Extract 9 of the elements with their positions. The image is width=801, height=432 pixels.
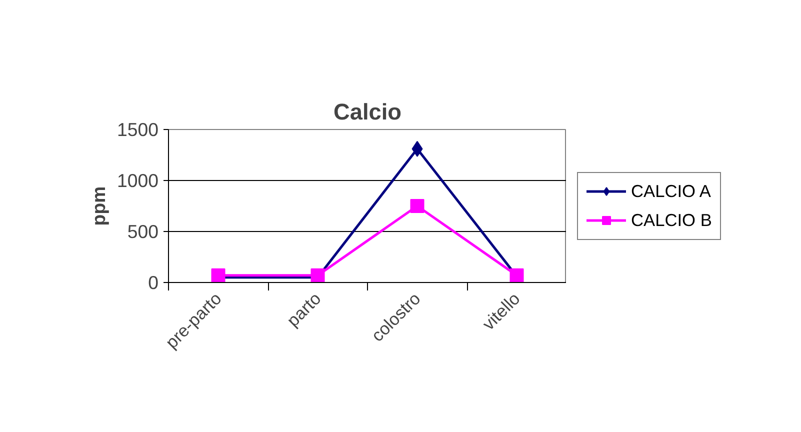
legend-label: CALCIO B	[631, 210, 712, 230]
y-axis-title: ppm	[88, 186, 109, 226]
y-tick-label: 0	[148, 272, 159, 293]
chart-title: Calcio	[334, 98, 402, 124]
y-tick-label: 1500	[116, 119, 159, 140]
point	[410, 199, 424, 213]
y-tick-label: 1000	[116, 170, 159, 191]
legend-label: CALCIO A	[631, 180, 711, 202]
y-tick-label: 500	[127, 221, 159, 242]
